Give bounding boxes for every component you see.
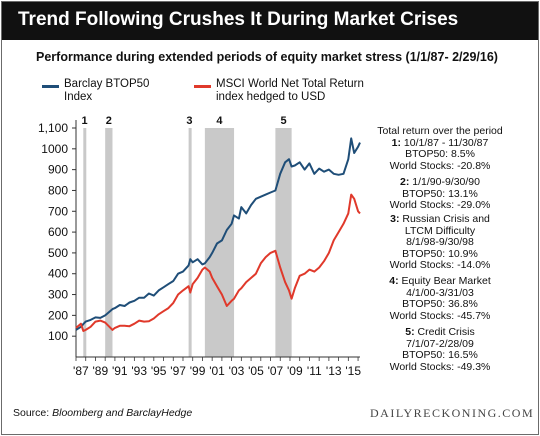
legend-swatch-msci <box>194 85 211 88</box>
y-tick-label-500: 500 <box>48 246 68 260</box>
annotation-3-line-1: Russian Crisis and <box>402 213 490 225</box>
x-tick-label-2009: '09 <box>287 364 303 378</box>
annotation-4-line-4: World Stocks: -45.7% <box>389 309 491 322</box>
y-tick-label-300: 300 <box>48 288 68 302</box>
annotation-block-2: 2: 1/1/90-9/30/90 BTOP50: 13.1% World St… <box>350 176 530 212</box>
period-label-2: 2 <box>106 115 112 127</box>
x-tick-label-1991: '91 <box>112 364 128 378</box>
title-bar: Trend Following Crushes It During Market… <box>2 2 538 40</box>
period-label-3: 3 <box>186 115 192 127</box>
annotation-2-line-1: 1/1/90-9/30/90 <box>412 176 480 188</box>
annotation-5-line-1: Credit Crisis <box>417 326 475 338</box>
x-tick-label-2005: '05 <box>248 364 264 378</box>
annotation-number-3: 3 <box>390 213 396 225</box>
annotation-1-line-3: World Stocks: -20.8% <box>389 159 491 172</box>
annotation-5-line-2: 7/1/07-2/28/09 <box>406 337 474 350</box>
annotation-3-line-4: BTOP50: 10.9% <box>402 247 478 260</box>
y-tick-label-800: 800 <box>48 183 68 197</box>
period-label-1: 1 <box>81 115 87 127</box>
annotation-5-line-4: World Stocks: -49.3% <box>389 360 491 373</box>
chart-title: Trend Following Crushes It During Market… <box>18 9 459 30</box>
x-tick-label-2011: '11 <box>307 364 322 378</box>
chart-subtitle: Performance during extended periods of e… <box>36 50 498 64</box>
y-tick-label-900: 900 <box>48 163 68 177</box>
shaded-period-3 <box>188 128 192 357</box>
period-label-4: 4 <box>216 115 223 127</box>
y-tick-label-700: 700 <box>48 204 68 218</box>
x-tick-label-1989: '89 <box>92 364 108 378</box>
x-tick-label-2013: '13 <box>326 364 342 378</box>
x-tick-label-1987: '87 <box>73 364 89 378</box>
annotation-number-4: 4 <box>389 275 396 287</box>
annotation-3-line-3: 8/1/98-9/30/98 <box>406 236 474 248</box>
x-tick-label-2007: '07 <box>268 364 284 378</box>
shaded-period-1 <box>83 128 87 357</box>
period-label-5: 5 <box>280 115 286 127</box>
annotation-number-1: 1 <box>391 136 398 149</box>
y-tick-label-1100: 1,100 <box>38 121 68 135</box>
y-tick-label-400: 400 <box>48 267 68 281</box>
shaded-period-2 <box>105 128 113 357</box>
annotation-block-5: 5: Credit Crisis 7/1/07-2/28/09 BTOP50: … <box>350 326 530 373</box>
annotation-number-2: 2 <box>400 176 406 188</box>
y-tick-label-100: 100 <box>48 329 68 343</box>
y-tick-label-1000: 1000 <box>41 142 68 156</box>
annotation-4-line-2: 4/1/00-3/31/03 <box>406 286 474 299</box>
legend-label-msci-line1: MSCI World Net Total Return <box>216 78 364 90</box>
annotation-4-line-3: BTOP50: 36.8% <box>402 298 478 310</box>
annotation-1-line-2: BTOP50: 8.5% <box>405 148 475 160</box>
legend-label-msci-line2: index hedged to USD <box>216 91 326 103</box>
source-note: Source: Bloomberg and BarclayHedge <box>13 407 192 419</box>
shaded-period-5 <box>275 128 292 357</box>
annotation-block-3: 3: Russian Crisis and LTCM Difficulty 8/… <box>350 213 530 272</box>
annotation-block-4: 4: Equity Bear Market 4/1/00-3/31/03 BTO… <box>350 275 530 322</box>
x-tick-label-1997: '97 <box>170 364 186 378</box>
x-tick-label-1993: '93 <box>131 364 147 378</box>
annotation-5-line-3: BTOP50: 16.5% <box>402 349 478 361</box>
x-tick-label-2003: '03 <box>229 364 245 378</box>
legend-label-btop50-line1: Barclay BTOP50 <box>64 78 150 90</box>
x-tick-label-2015: '15 <box>345 364 361 378</box>
x-tick-label-2001: '01 <box>209 364 225 378</box>
annotation-4-line-1: Equity Bear Market <box>401 275 491 287</box>
source-text: Source: Bloomberg and BarclayHedge <box>13 407 193 419</box>
legend-label-btop50-line2: Index <box>64 91 93 103</box>
legend-swatch-btop50 <box>42 85 59 88</box>
brand-watermark: DAILYRECKONING.COM <box>370 406 535 420</box>
annotation-1-line-1: 10/1/87 - 11/30/87 <box>403 136 489 149</box>
y-tick-label-200: 200 <box>48 308 68 322</box>
annotation-3-line-5: World Stocks: -14.0% <box>389 259 491 271</box>
x-tick-label-1999: '99 <box>190 364 206 378</box>
annotation-header: Total return over the period <box>377 125 503 137</box>
annotation-2-line-2: BTOP50: 13.1% <box>402 187 478 200</box>
series-line-btop50 <box>75 137 361 331</box>
annotation-3-line-2: LTCM Difficulty <box>404 224 476 237</box>
annotation-2-line-3: World Stocks: -29.0% <box>389 199 491 211</box>
annotation-number-5: 5 <box>405 326 412 338</box>
annotation-block-1: Total return over the period 1: 10/1/87 … <box>350 125 530 172</box>
x-tick-label-1995: '95 <box>151 364 167 378</box>
series-line-msci-world <box>75 193 361 332</box>
y-tick-label-600: 600 <box>48 225 68 239</box>
